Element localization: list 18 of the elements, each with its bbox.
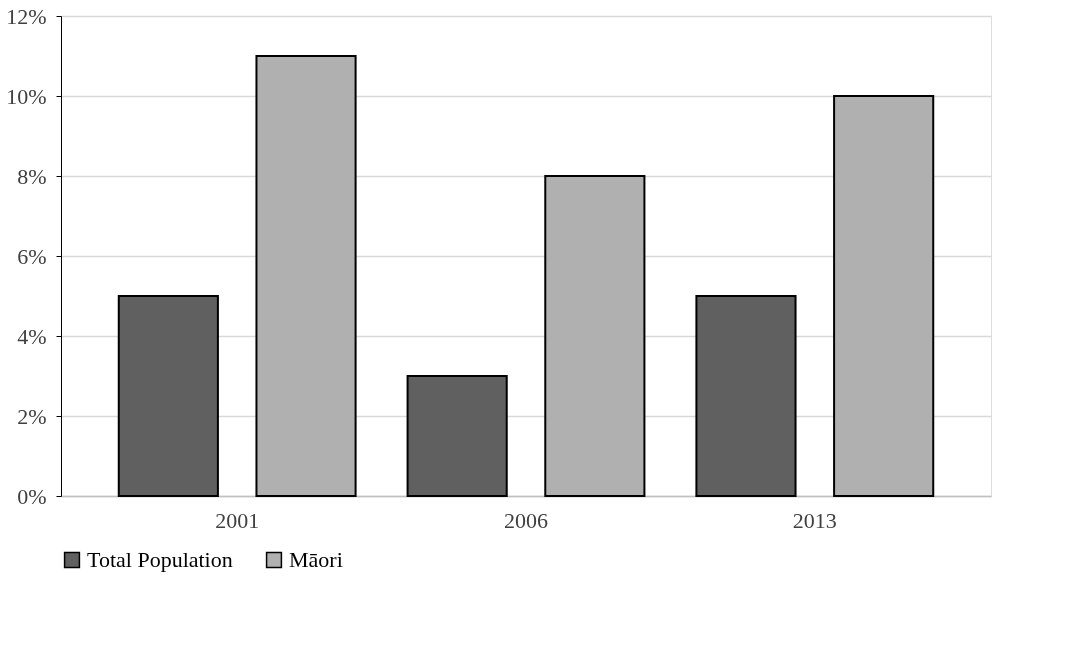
bar [255, 55, 357, 497]
legend-label: Māori [289, 547, 343, 572]
y-tick-label: 6% [17, 243, 47, 269]
y-tick-label: 12% [6, 3, 47, 29]
bar [406, 375, 508, 497]
x-tick-label: 2001 [215, 507, 260, 533]
y-tick-label: 2% [17, 403, 47, 429]
y-tick-label: 8% [17, 163, 47, 189]
bar [117, 295, 219, 497]
x-tick-label: 2006 [504, 507, 548, 533]
y-tick-label: 10% [6, 83, 47, 109]
y-tick-label: 4% [17, 323, 47, 349]
bar [544, 175, 646, 497]
bar [833, 95, 935, 497]
bar [695, 295, 797, 497]
y-tick-label: 0% [17, 483, 47, 509]
x-tick-label: 2013 [792, 507, 837, 533]
legend-label: Total Population [87, 547, 233, 572]
